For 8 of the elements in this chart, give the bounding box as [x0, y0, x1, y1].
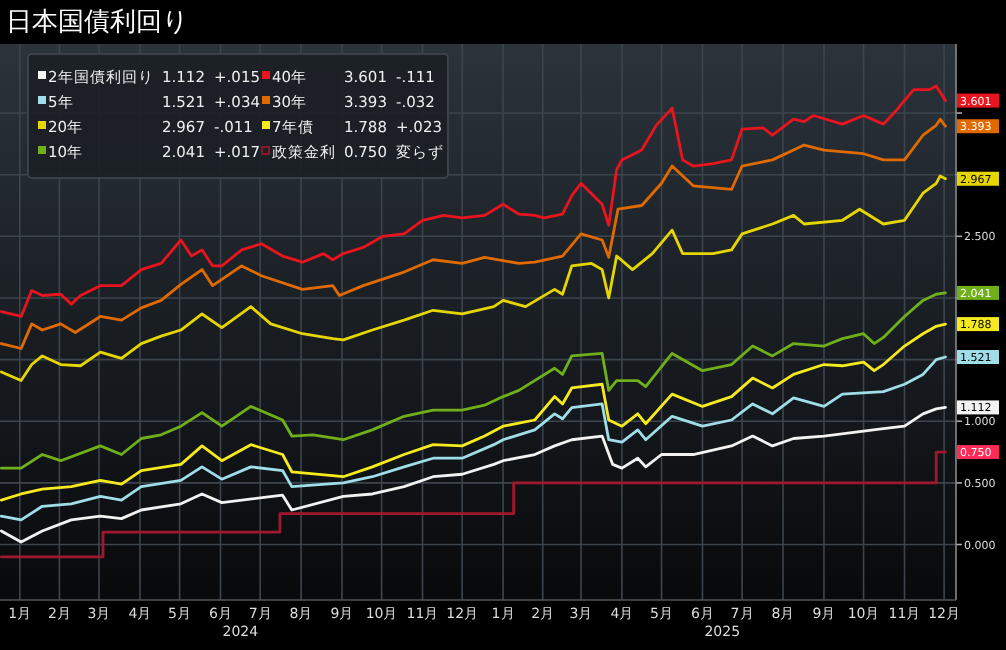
line-series	[0, 84, 947, 318]
line-series	[0, 174, 947, 382]
line-series	[0, 406, 947, 544]
line-series	[0, 291, 947, 470]
chart-title: 日本国債利回り	[6, 8, 188, 38]
line-series	[0, 117, 947, 350]
line-series	[0, 322, 947, 502]
line-series	[0, 355, 947, 522]
